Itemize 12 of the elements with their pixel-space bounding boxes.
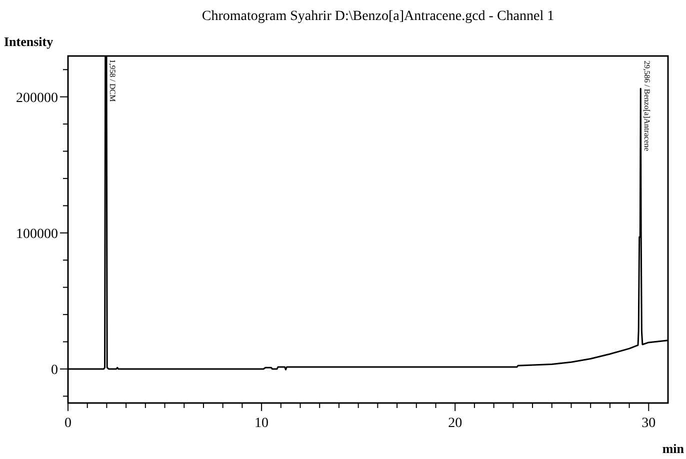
x-axis-title: min — [662, 441, 685, 456]
x-tick-label: 10 — [254, 416, 269, 431]
x-tick-label: 20 — [448, 416, 462, 431]
annotation: 1,958 / DCM — [108, 59, 117, 102]
chart-title: Chromatogram Syahrir D:\Benzo[a]Antracene.gcd - Channel 1 — [202, 9, 554, 24]
annotation: 29,586 / Benzo[a]Antracene — [642, 60, 652, 152]
x-tick-label: 0 — [64, 416, 72, 431]
y-tick-label: 200000 — [16, 90, 58, 106]
x-tick-label: 30 — [642, 416, 656, 431]
y-axis-title: Intensity — [4, 34, 54, 49]
y-tick-label: 0 — [51, 362, 58, 378]
y-tick-label: 100000 — [16, 226, 58, 242]
